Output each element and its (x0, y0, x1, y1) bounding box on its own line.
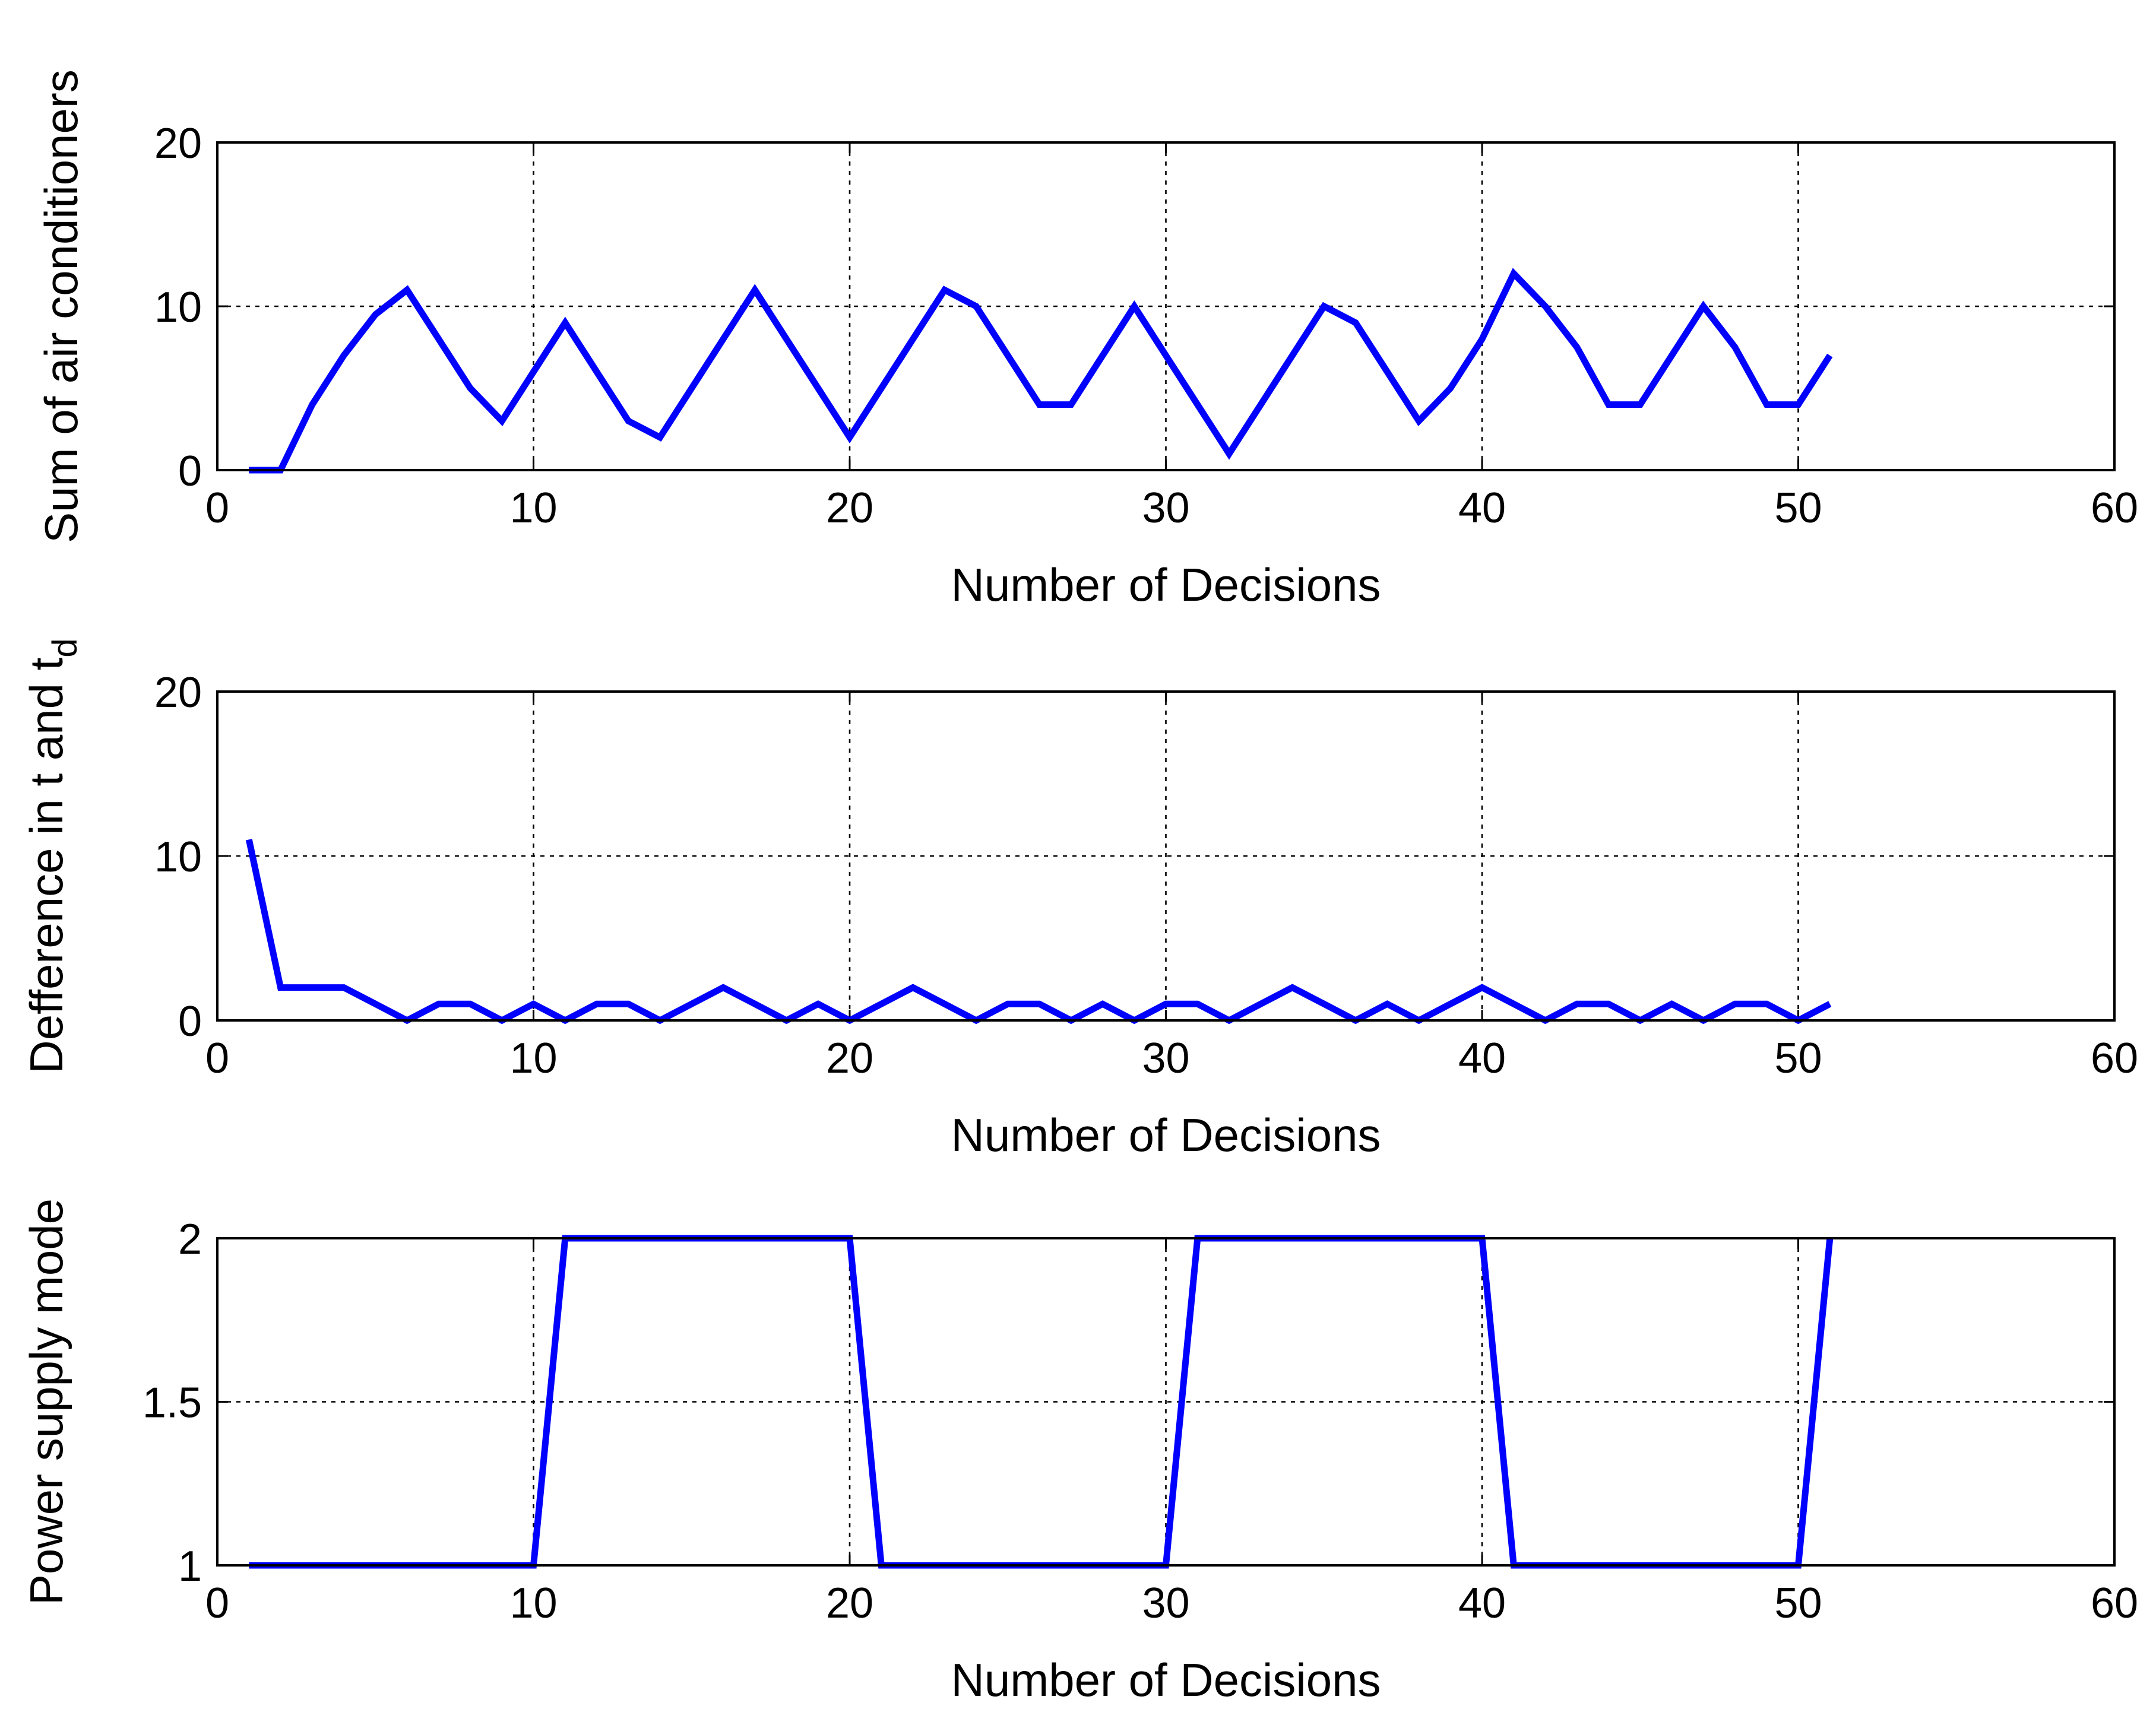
y-tick-label: 10 (154, 284, 202, 331)
axes-frame (216, 1237, 2116, 1567)
y-axis-label: Sum of air conditioners (35, 69, 87, 543)
x-axis-label: Number of Decisions (951, 559, 1381, 611)
x-tick-label: 20 (826, 1580, 873, 1627)
y-tick-label: 1 (178, 1543, 202, 1590)
y-tick-label: 10 (154, 833, 202, 881)
x-tick-label: 30 (1142, 1580, 1189, 1627)
y-axis-label-subscript: d (46, 638, 84, 657)
x-tick-label: 40 (1458, 1580, 1506, 1627)
x-tick-label: 50 (1774, 1580, 1822, 1627)
y-tick-label: 2 (178, 1216, 202, 1263)
x-tick-label: 60 (2091, 1580, 2138, 1627)
y-tick-label: 0 (178, 998, 202, 1045)
y-tick-label: 20 (154, 669, 202, 716)
y-tick-label: 0 (178, 448, 202, 495)
x-axis-label: Number of Decisions (951, 1654, 1381, 1706)
x-tick-label: 20 (826, 484, 873, 532)
x-tick-label: 0 (205, 1580, 229, 1627)
series-line-1 (249, 268, 1833, 474)
x-tick-label: 50 (1774, 484, 1822, 532)
x-tick-label: 60 (2091, 484, 2138, 532)
x-tick-label: 50 (1774, 1035, 1822, 1082)
x-tick-label: 30 (1142, 1035, 1189, 1082)
axes-frame (216, 690, 2116, 1022)
y-tick-label: 20 (154, 120, 202, 167)
x-axis-label: Number of Decisions (951, 1109, 1381, 1161)
x-tick-label: 10 (509, 1580, 557, 1627)
x-tick-label: 40 (1458, 484, 1506, 532)
x-tick-label: 0 (205, 484, 229, 532)
x-tick-label: 20 (826, 1035, 873, 1082)
y-axis-label: Power supply mode (20, 1198, 72, 1605)
series-line-1 (245, 839, 1832, 1025)
subplot-3: 0 10 20 30 40 50 60 1 1.5 2 Number of Decisions Pow… (20, 1198, 2138, 1706)
y-tick-label: 1.5 (143, 1380, 202, 1427)
x-tick-label: 40 (1458, 1035, 1506, 1082)
x-tick-label: 30 (1142, 484, 1189, 532)
x-tick-label: 10 (509, 1035, 557, 1082)
x-tick-label: 0 (205, 1035, 229, 1082)
x-tick-label: 60 (2091, 1035, 2138, 1082)
subplot-1: 0 10 20 30 40 50 60 0 10 20 Number of Decisions Sum… (35, 69, 2138, 611)
x-tick-label: 10 (509, 484, 557, 532)
axes-frame (216, 141, 2116, 471)
